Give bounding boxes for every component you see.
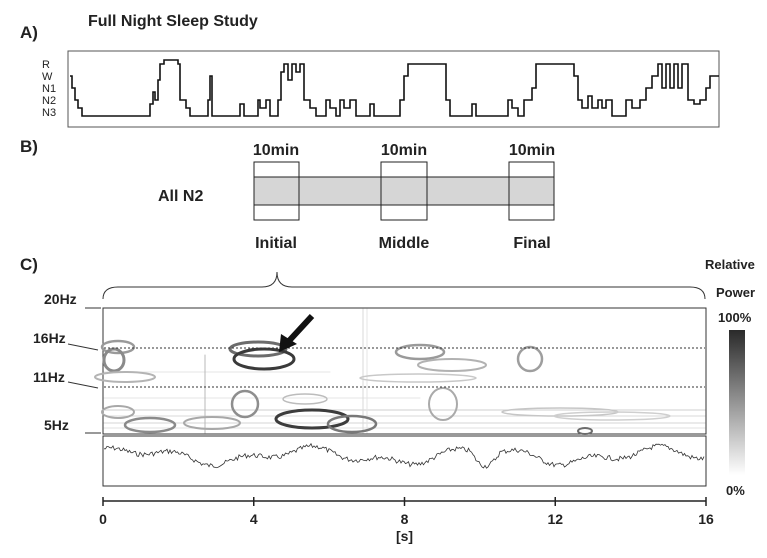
window-final-box xyxy=(508,161,555,221)
window-middle-name: Middle xyxy=(379,235,430,252)
window-initial-name: Initial xyxy=(255,235,297,252)
hypnogram-stage-labels: R W N1 N2 N3 xyxy=(42,59,56,119)
hypnogram-frame xyxy=(67,50,720,128)
stage-label-n2: N2 xyxy=(42,95,56,107)
freq-label-11hz: 11Hz xyxy=(33,369,65,385)
freq-pointer-16hz xyxy=(67,343,99,351)
freq-label-16hz: 16Hz xyxy=(33,330,66,346)
stage-label-n1: N1 xyxy=(42,83,56,95)
stage-label-n3: N3 xyxy=(42,107,56,119)
time-label-4: 4 xyxy=(250,511,258,527)
all-n2-bar xyxy=(253,176,555,206)
window-initial: 10min Initial xyxy=(253,142,300,252)
spectrogram-frame xyxy=(102,307,707,435)
colorbar-gradient xyxy=(729,330,745,475)
colorbar-max-label: 100% xyxy=(718,310,752,325)
stage-label-r: R xyxy=(42,59,50,71)
panel-c-label: C) xyxy=(20,255,38,274)
window-initial-duration: 10min xyxy=(253,142,299,159)
window-final-duration: 10min xyxy=(509,142,555,159)
time-label-16: 16 xyxy=(698,511,714,527)
panel-a-label: A) xyxy=(20,23,38,42)
window-middle-duration: 10min xyxy=(381,142,427,159)
colorbar-title-line2: Power xyxy=(716,285,755,300)
panel-a-title: Full Night Sleep Study xyxy=(88,13,258,30)
window-final: 10min Final xyxy=(508,142,555,252)
time-label-12: 12 xyxy=(547,511,563,527)
hypnogram-trace xyxy=(70,59,719,117)
window-middle: 10min Middle xyxy=(379,142,430,252)
colorbar-min-label: 0% xyxy=(726,483,745,498)
time-axis: 0 4 8 12 16 [s] xyxy=(99,497,714,544)
freq-pointer-11hz xyxy=(67,381,99,389)
time-axis-unit: [s] xyxy=(396,528,413,544)
stage-label-w: W xyxy=(42,71,53,83)
colorbar: Relative Power 100% 0% xyxy=(705,257,755,498)
eeg-trace xyxy=(104,442,705,469)
freq-label-5hz: 5Hz xyxy=(44,417,69,433)
spectrogram xyxy=(94,307,707,435)
time-label-8: 8 xyxy=(401,511,409,527)
time-span-brace xyxy=(102,271,706,300)
panel-b-label: B) xyxy=(20,137,38,156)
window-initial-box xyxy=(253,161,300,221)
window-final-name: Final xyxy=(513,235,550,252)
time-label-0: 0 xyxy=(99,511,107,527)
row-label-all-n2: All N2 xyxy=(158,188,203,205)
freq-label-20hz: 20Hz xyxy=(44,291,77,307)
colorbar-title-line1: Relative xyxy=(705,257,755,272)
spectrogram-blobs xyxy=(94,339,671,435)
window-middle-box xyxy=(380,161,428,221)
eeg-frame xyxy=(102,435,707,487)
highlight-arrow-icon xyxy=(279,313,315,352)
